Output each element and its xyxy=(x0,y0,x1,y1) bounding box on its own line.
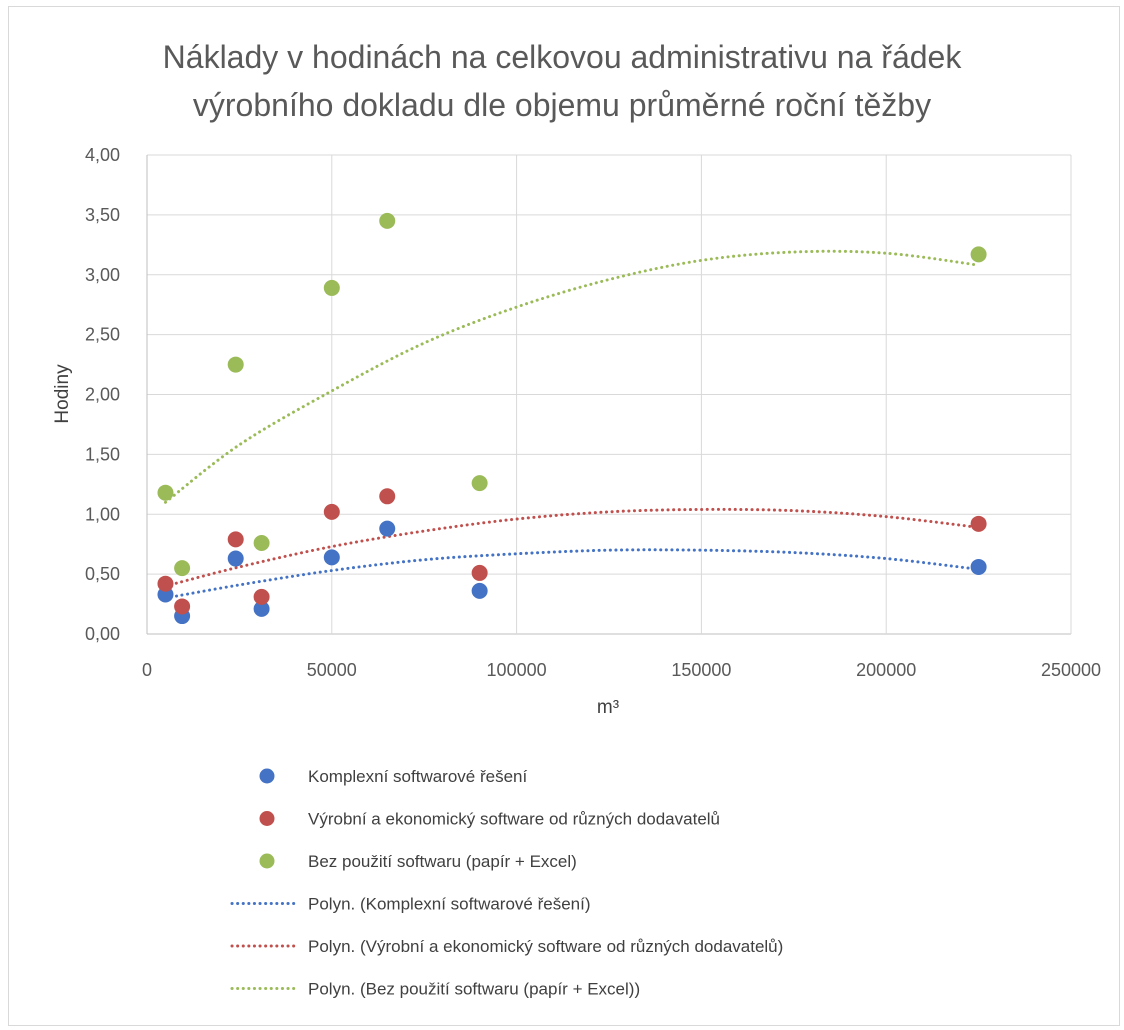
legend-marker-series-2 xyxy=(259,811,275,826)
data-point-series-3 xyxy=(970,246,987,263)
data-point-series-2 xyxy=(471,564,488,581)
data-point-series-2 xyxy=(323,503,340,520)
y-axis-ticks: 0,00 0,50 1,00 1,50 2,00 2,50 3,00 3,50 4,00 xyxy=(85,145,120,644)
y-tick-label: 2,00 xyxy=(85,385,120,405)
y-tick-label: 4,00 xyxy=(85,145,120,165)
legend: Komplexní softwarové řešení Výrobní a eko… xyxy=(230,767,783,999)
data-point-series-1 xyxy=(471,582,488,599)
trendline-series-1 xyxy=(163,548,981,600)
y-tick-label: 2,50 xyxy=(85,325,120,345)
x-tick-label: 200000 xyxy=(856,660,916,680)
x-tick-label: 150000 xyxy=(671,660,731,680)
x-tick-label: 100000 xyxy=(487,660,547,680)
y-tick-label: 0,50 xyxy=(85,564,120,584)
data-point-series-1 xyxy=(227,550,244,567)
trendline-series-2 xyxy=(163,507,981,588)
x-tick-label: 250000 xyxy=(1041,660,1101,680)
data-point-series-2 xyxy=(379,488,396,505)
data-point-series-3 xyxy=(471,475,488,492)
data-point-series-3 xyxy=(174,560,191,577)
data-point-series-3 xyxy=(157,484,174,501)
data-point-series-2 xyxy=(157,575,174,592)
y-tick-label: 1,50 xyxy=(85,444,120,464)
data-point-series-3 xyxy=(253,534,270,551)
data-points xyxy=(157,212,987,625)
trendline-series-3 xyxy=(163,249,981,504)
legend-label-series-1: Komplexní softwarové řešení xyxy=(308,767,527,786)
y-tick-label: 1,00 xyxy=(85,504,120,524)
chart-title-line-2: výrobního dokladu dle objemu průměrné ro… xyxy=(193,87,931,123)
data-point-series-1 xyxy=(970,558,987,575)
data-point-series-2 xyxy=(970,515,987,532)
legend-trend-label-series-3: Polyn. (Bez použití softwaru (papír + Ex… xyxy=(308,980,640,999)
x-tick-label: 50000 xyxy=(307,660,357,680)
x-axis-title: m³ xyxy=(597,697,619,718)
data-point-series-3 xyxy=(227,356,244,373)
legend-marker-series-3 xyxy=(259,853,275,869)
data-point-series-2 xyxy=(253,588,270,605)
data-point-series-1 xyxy=(253,600,270,617)
data-point-series-3 xyxy=(379,212,396,229)
legend-marker-series-1 xyxy=(259,768,275,784)
x-tick-label: 0 xyxy=(142,660,152,680)
y-tick-label: 3,50 xyxy=(85,205,120,225)
data-point-series-2 xyxy=(174,598,191,615)
y-axis-title: Hodiny xyxy=(52,364,73,424)
y-tick-label: 0,00 xyxy=(85,624,120,644)
data-point-series-1 xyxy=(323,549,340,566)
chart-title-line-1: Náklady v hodinách na celkovou administr… xyxy=(163,39,963,75)
legend-label-series-3: Bez použití softwaru (papír + Excel) xyxy=(308,852,577,871)
chart-title: Náklady v hodinách na celkovou administr… xyxy=(163,39,963,123)
data-point-series-2 xyxy=(227,531,244,548)
x-axis-ticks: 0 50000 100000 150000 200000 250000 xyxy=(142,660,1101,680)
gridlines xyxy=(146,154,1072,635)
data-point-series-3 xyxy=(323,279,340,296)
legend-trend-label-series-1: Polyn. (Komplexní softwarové řešení) xyxy=(308,895,591,914)
y-tick-label: 3,00 xyxy=(85,265,120,285)
chart-frame xyxy=(8,6,1120,1026)
legend-trend-label-series-2: Polyn. (Výrobní a ekonomický software od… xyxy=(308,937,783,956)
legend-label-series-2: Výrobní a ekonomický software od různých… xyxy=(308,810,720,829)
data-point-series-1 xyxy=(379,520,396,537)
trendlines xyxy=(163,249,981,600)
